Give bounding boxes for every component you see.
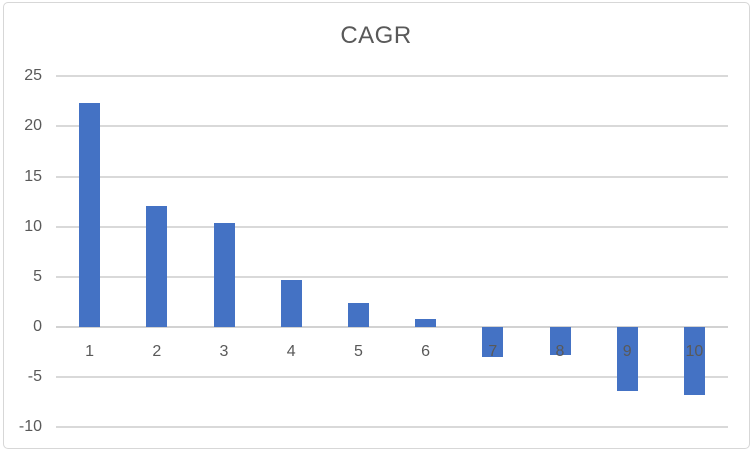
bar-category-6[interactable]: [415, 319, 437, 328]
y-axis-tick-label-15: 15: [24, 167, 42, 185]
y-axis-tick-label-0: 0: [33, 318, 42, 336]
y-axis-tick-label-25: 25: [24, 67, 42, 85]
bar-category-4[interactable]: [280, 279, 302, 328]
gridline-10: [56, 225, 728, 228]
bar-category-9[interactable]: [616, 327, 638, 392]
gridline--5: [56, 376, 728, 379]
x-axis-category-label-3: 3: [219, 343, 229, 360]
x-axis-category-label-7: 7: [488, 343, 498, 360]
y-axis-tick-label-5: 5: [33, 267, 42, 285]
x-axis-category-label-10: 10: [685, 343, 704, 360]
chart-title: CAGR: [340, 22, 412, 49]
x-axis-category-label-6: 6: [421, 343, 431, 360]
x-axis-category-label-5: 5: [353, 343, 363, 360]
bar-category-5[interactable]: [347, 303, 369, 328]
y-axis-tick-label--10: -10: [18, 418, 42, 436]
x-axis-category-label-9: 9: [622, 343, 632, 360]
y-axis-tick-label-10: 10: [24, 217, 42, 235]
bar-category-1[interactable]: [79, 103, 101, 328]
x-axis-category-label-1: 1: [85, 343, 95, 360]
x-axis-category-label-4: 4: [286, 343, 296, 360]
bar-category-7[interactable]: [482, 327, 504, 358]
gridline-25: [56, 75, 728, 78]
bar-category-10[interactable]: [683, 327, 705, 396]
y-axis-tick-label-20: 20: [24, 117, 42, 135]
x-axis-category-label-2: 2: [152, 343, 162, 360]
gridline-15: [56, 175, 728, 178]
bar-category-3[interactable]: [213, 222, 235, 328]
bar-category-8[interactable]: [549, 327, 571, 356]
gridline--10: [56, 426, 728, 429]
bar-category-2[interactable]: [146, 205, 168, 328]
x-axis-line: [56, 326, 728, 329]
y-axis-tick-label--5: -5: [27, 368, 42, 386]
gridline-20: [56, 125, 728, 128]
gridline-5: [56, 275, 728, 278]
x-axis-category-label-8: 8: [555, 343, 565, 360]
